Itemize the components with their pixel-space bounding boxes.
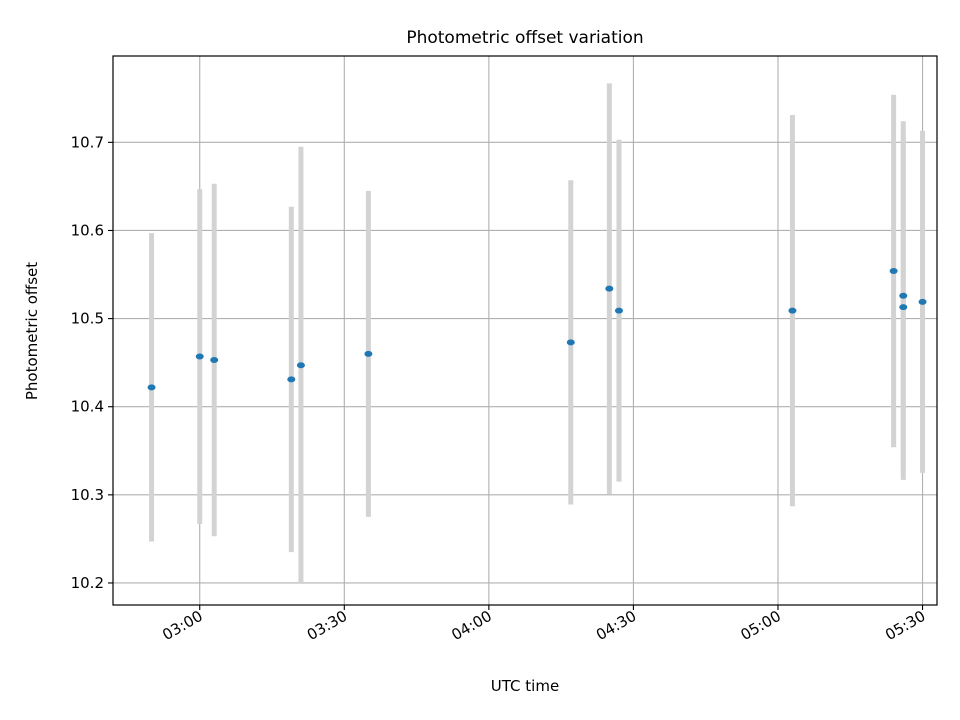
data-point (210, 357, 219, 364)
y-tick-label: 10.2 (71, 574, 104, 592)
x-axis-label: UTC time (491, 677, 559, 695)
data-point (614, 307, 623, 314)
error-bars (149, 83, 926, 584)
x-tick-label: 04:30 (593, 607, 639, 644)
data-point (296, 362, 305, 369)
y-tick-label: 10.7 (71, 133, 104, 151)
y-axis-label: Photometric offset (23, 262, 41, 400)
x-tick-label: 04:00 (448, 607, 494, 644)
data-point (889, 268, 898, 275)
y-tick-label: 10.5 (71, 310, 104, 328)
data-point (899, 304, 908, 311)
chart-title: Photometric offset variation (406, 28, 643, 48)
x-tick-label: 05:30 (882, 607, 928, 644)
grid (113, 56, 937, 605)
x-tick-label: 03:30 (304, 607, 350, 644)
y-tick-label: 10.4 (71, 398, 104, 416)
data-point (364, 350, 373, 357)
x-tick-label: 05:00 (738, 607, 784, 644)
data-point (788, 307, 797, 314)
x-axis: 03:00 03:30 04:00 04:30 05:00 05:30 (159, 605, 929, 644)
y-tick-label: 10.6 (71, 221, 104, 239)
data-point (566, 339, 575, 346)
data-point (195, 353, 204, 360)
data-point (147, 384, 156, 391)
x-tick-label: 03:00 (159, 607, 205, 644)
data-point (287, 376, 296, 383)
y-tick-label: 10.3 (71, 486, 104, 504)
plot-frame (112, 55, 938, 606)
data-points (147, 268, 927, 391)
data-point (918, 298, 927, 305)
y-axis: 10.2 10.3 10.4 10.5 10.6 10.7 (71, 133, 113, 592)
data-point (605, 285, 614, 292)
data-point (899, 292, 908, 299)
